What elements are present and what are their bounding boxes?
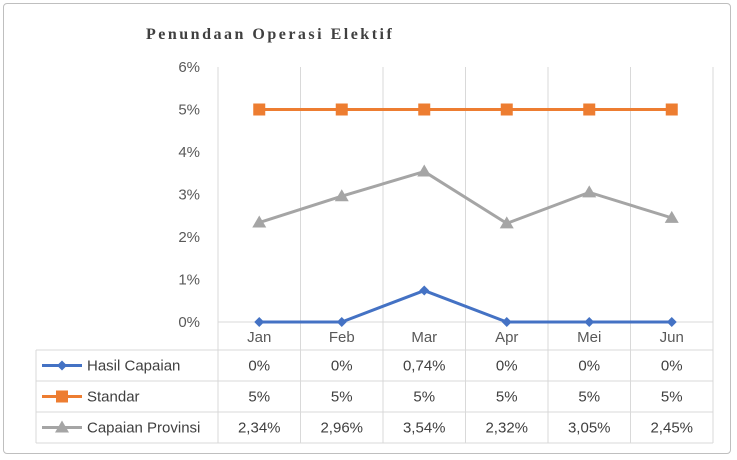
data-point bbox=[500, 103, 513, 116]
data-point bbox=[254, 317, 265, 327]
x-tick-label: Mei bbox=[577, 329, 601, 346]
table-cell-value: 0,74% bbox=[403, 358, 446, 375]
x-tick-label: Jan bbox=[247, 329, 271, 346]
table-cell-value: 5% bbox=[331, 389, 353, 406]
grid bbox=[217, 67, 714, 443]
y-tick-label: 0% bbox=[178, 314, 200, 331]
data-point bbox=[665, 103, 678, 116]
data-point bbox=[336, 317, 347, 327]
x-tick-label: Feb bbox=[329, 329, 355, 346]
table-cell-value: 5% bbox=[661, 389, 683, 406]
data-point bbox=[418, 103, 431, 116]
data-point bbox=[501, 317, 512, 327]
table-cell-value: 2,96% bbox=[320, 420, 363, 437]
table-cell-value: 0% bbox=[496, 358, 518, 375]
table-cell-value: 0% bbox=[578, 358, 600, 375]
x-tick-label: Mar bbox=[411, 329, 437, 346]
y-tick-label: 4% bbox=[178, 144, 200, 161]
y-tick-label: 2% bbox=[178, 229, 200, 246]
data-point bbox=[417, 164, 432, 177]
table-cell-value: 5% bbox=[578, 389, 600, 406]
y-tick-label: 1% bbox=[178, 272, 200, 289]
legend-label: Standar bbox=[87, 389, 140, 406]
legend-label: Capaian Provinsi bbox=[87, 420, 200, 437]
series-layer bbox=[252, 103, 679, 327]
legend-key-marker bbox=[56, 390, 68, 403]
data-point bbox=[664, 210, 679, 223]
table-cell-value: 0% bbox=[661, 358, 683, 375]
data-point bbox=[252, 215, 267, 228]
data-point bbox=[499, 216, 514, 229]
table-cell-value: 3,54% bbox=[403, 420, 446, 437]
table-cell-value: 2,34% bbox=[238, 420, 281, 437]
labels-layer: 0% 1% 2% 3% 4% 5% 6% Jan Feb Mar Apr Mei Jun Hasil Ca… bbox=[87, 59, 693, 437]
series-line bbox=[259, 289, 672, 324]
table-cell-value: 5% bbox=[413, 389, 435, 406]
legend-key-marker bbox=[57, 360, 67, 371]
chart-frame bbox=[3, 3, 731, 454]
data-point bbox=[584, 317, 595, 327]
legend-key-marker bbox=[55, 420, 69, 433]
table-cell-value: 0% bbox=[331, 358, 353, 375]
data-point bbox=[583, 103, 596, 116]
chart-title: Penundaan Operasi Elektif bbox=[146, 26, 394, 43]
x-tick-label: Apr bbox=[495, 329, 518, 346]
data-point bbox=[334, 189, 349, 202]
data-point bbox=[582, 185, 597, 198]
table-cell-value: 5% bbox=[496, 389, 518, 406]
table-cell-value: 3,05% bbox=[568, 420, 611, 437]
y-tick-label: 5% bbox=[178, 102, 200, 119]
data-point bbox=[666, 317, 677, 327]
data-point bbox=[419, 285, 430, 296]
y-tick-label: 3% bbox=[178, 187, 200, 204]
table-cell-value: 5% bbox=[248, 389, 270, 406]
table-cell-value: 2,45% bbox=[650, 420, 693, 437]
x-tick-label: Jun bbox=[660, 329, 684, 346]
table-cell-value: 2,32% bbox=[485, 420, 528, 437]
y-tick-label: 6% bbox=[178, 59, 200, 76]
legend-label: Hasil Capaian bbox=[87, 358, 180, 375]
series-line bbox=[258, 170, 673, 225]
data-table bbox=[35, 349, 713, 444]
data-point bbox=[253, 103, 266, 116]
data-point bbox=[335, 103, 348, 116]
table-cell-value: 0% bbox=[248, 358, 270, 375]
